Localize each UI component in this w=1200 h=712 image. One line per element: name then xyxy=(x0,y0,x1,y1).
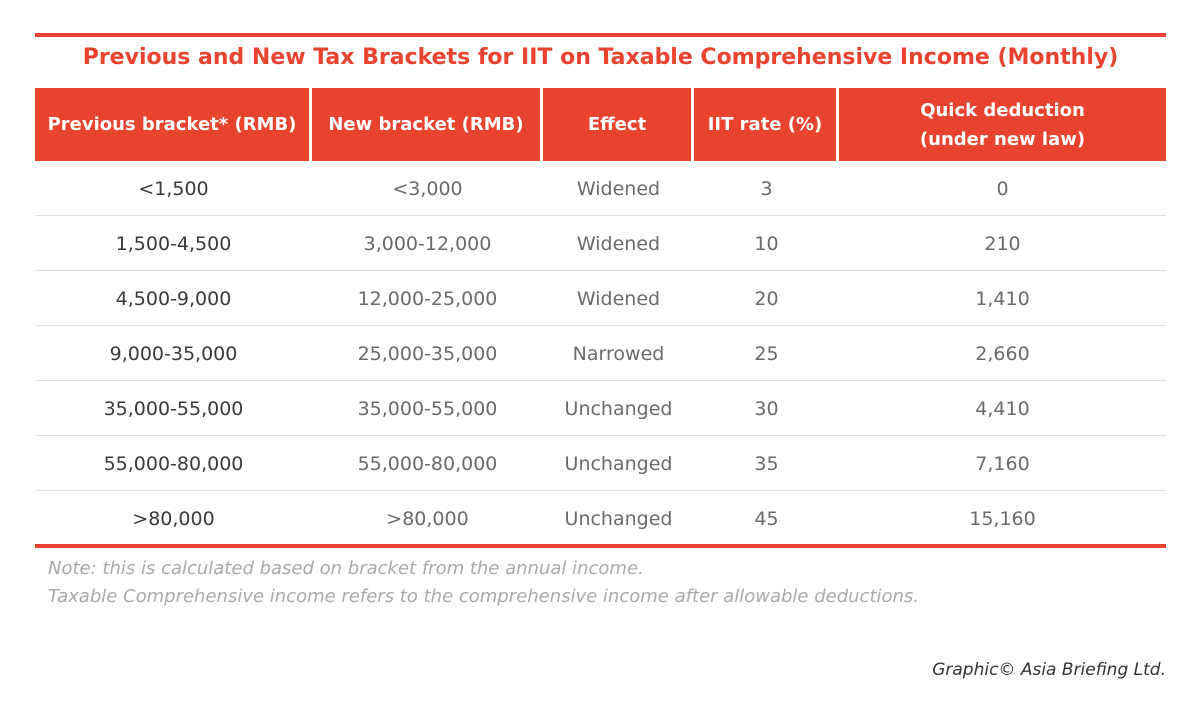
table-cell: Widened xyxy=(576,287,661,310)
header-cell: IIT rate (%) xyxy=(694,88,839,161)
table-cell: 3,000-12,000 xyxy=(363,232,492,255)
header-cell: Effect xyxy=(543,88,694,161)
table-cell: <3,000 xyxy=(392,177,463,200)
table-title: Previous and New Tax Brackets for IIT on… xyxy=(82,45,1119,70)
table-cell: 55,000-80,000 xyxy=(357,452,498,475)
bottom-rule xyxy=(35,544,1166,548)
table-cell: 1,500-4,500 xyxy=(115,232,232,255)
table-cell: 4,500-9,000 xyxy=(115,287,232,310)
table-cell: 25 xyxy=(754,342,779,365)
table-cell: 9,000-35,000 xyxy=(109,342,238,365)
table-cell: Widened xyxy=(576,177,661,200)
note: Taxable Comprehensive income refers to t… xyxy=(48,586,920,607)
header-cell: Previous bracket* (RMB) xyxy=(35,88,312,161)
table-cell: 1,410 xyxy=(975,287,1030,310)
row-divider xyxy=(35,325,1166,326)
credit: Graphic© Asia Briefing Ltd. xyxy=(932,660,1166,680)
table-cell: 15,160 xyxy=(969,507,1036,530)
table-cell: 10 xyxy=(754,232,779,255)
row-divider xyxy=(35,380,1166,381)
header-cell: Quick deduction (under new law) xyxy=(839,88,1166,161)
table-cell: Narrowed xyxy=(572,342,665,365)
table-cell: Unchanged xyxy=(564,507,673,530)
note: Note: this is calculated based on bracke… xyxy=(48,558,644,579)
row-divider xyxy=(35,490,1166,491)
table-cell: Widened xyxy=(576,232,661,255)
table-cell: Unchanged xyxy=(564,397,673,420)
table-cell: 35,000-55,000 xyxy=(103,397,244,420)
table-cell: Unchanged xyxy=(564,452,673,475)
table-cell: <1,500 xyxy=(138,177,209,200)
table-cell: 2,660 xyxy=(975,342,1030,365)
table-cell: 25,000-35,000 xyxy=(357,342,498,365)
table-cell: >80,000 xyxy=(386,507,469,530)
table-cell: 4,410 xyxy=(975,397,1030,420)
row-divider xyxy=(35,435,1166,436)
table-cell: 55,000-80,000 xyxy=(103,452,244,475)
table-cell: 3 xyxy=(760,177,773,200)
table-cell: 7,160 xyxy=(975,452,1030,475)
row-divider xyxy=(35,270,1166,271)
table-cell: 45 xyxy=(754,507,779,530)
table-cell: 30 xyxy=(754,397,779,420)
table-cell: 20 xyxy=(754,287,779,310)
table-cell: 12,000-25,000 xyxy=(357,287,498,310)
table-cell: >80,000 xyxy=(132,507,215,530)
table-cell: 35 xyxy=(754,452,779,475)
row-divider xyxy=(35,215,1166,216)
top-rule xyxy=(35,33,1166,37)
header-cell: New bracket (RMB) xyxy=(312,88,543,161)
table-cell: 0 xyxy=(996,177,1009,200)
table-cell: 35,000-55,000 xyxy=(357,397,498,420)
table-cell: 210 xyxy=(984,232,1021,255)
